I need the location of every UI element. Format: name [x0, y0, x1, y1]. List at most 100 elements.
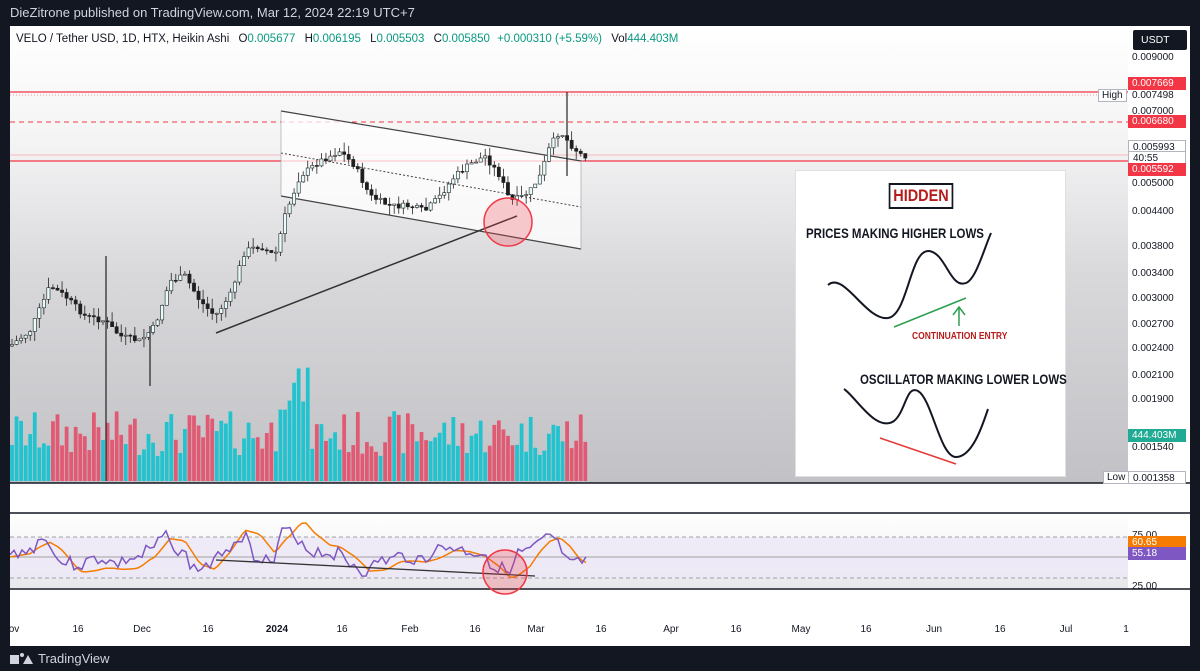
candle-body	[405, 202, 410, 208]
close-value: 0.005850	[441, 33, 490, 45]
time-label: Jul	[1059, 624, 1073, 635]
candle-body	[292, 192, 297, 205]
price-tick-label: 0.009000	[1132, 52, 1174, 63]
volume-bar	[128, 424, 133, 481]
price-label-lower-red: 0.005592	[1128, 163, 1186, 176]
price-highlight-circle	[483, 197, 533, 247]
price-tick-label: 0.003800	[1132, 241, 1174, 252]
volume-bar	[519, 423, 524, 481]
candle-body	[346, 154, 351, 160]
rsi-ma-label: 60.65	[1128, 536, 1186, 549]
time-label: 16	[72, 624, 84, 635]
volume-bar	[14, 416, 19, 481]
volume-bar	[528, 416, 533, 481]
diagram-bottom-text: OSCILLATOR MAKING LOWER LOWS	[860, 371, 1067, 387]
candle-body	[460, 171, 465, 173]
candle-body	[533, 183, 538, 189]
volume-bar	[173, 439, 178, 481]
volume-bar	[110, 439, 114, 481]
candle-body	[342, 151, 347, 155]
volume-bar	[292, 382, 296, 481]
volume-bar	[496, 420, 501, 481]
volume-bar	[428, 441, 433, 481]
candle-body	[492, 164, 497, 168]
candle-body	[23, 334, 28, 339]
hidden-divergence-diagram: HIDDEN PRICES MAKING HIGHER LOWS CONTINU…	[795, 170, 1067, 477]
channel-top	[280, 110, 582, 162]
volume-bar	[578, 414, 583, 481]
volume-bar	[565, 421, 569, 481]
candle-body	[223, 301, 228, 309]
volume-bar	[260, 448, 265, 481]
open-label: O	[238, 33, 248, 45]
volume-bar	[19, 420, 23, 481]
candle-body	[205, 303, 210, 309]
candle-body	[110, 321, 115, 328]
currency-button[interactable]: USDT	[1133, 30, 1187, 50]
pane-gap	[10, 483, 1128, 513]
change-value: +0.000310 (+5.59%)	[497, 33, 602, 45]
volume-bar	[46, 445, 51, 481]
candle-body	[451, 178, 456, 185]
candle-body	[483, 155, 488, 159]
price-label-upper-red: 0.007669	[1128, 77, 1186, 90]
candle-body	[319, 158, 324, 167]
candle-body	[537, 174, 542, 185]
volume-bar	[574, 440, 579, 481]
volume-bar	[264, 433, 269, 481]
volume-bar	[401, 453, 406, 481]
time-label: Apr	[663, 624, 679, 635]
candle-body	[264, 249, 269, 252]
time-label: May	[791, 624, 811, 635]
diagram-title: HIDDEN	[888, 183, 954, 209]
time-label: ov	[8, 624, 20, 635]
volume-bar	[78, 433, 83, 481]
price-curve	[827, 232, 992, 320]
volume-bar	[201, 437, 205, 481]
price-tick-label: 0.002700	[1132, 319, 1174, 330]
candle-body	[255, 246, 260, 250]
volume-bar	[569, 448, 574, 481]
candle-body	[551, 137, 556, 149]
candle-body	[487, 155, 492, 166]
candle-body	[519, 195, 524, 197]
high-tag: High	[1098, 89, 1127, 102]
volume-bar	[132, 418, 137, 481]
volume-bar	[433, 437, 438, 481]
volume-bar	[214, 431, 219, 481]
candle-body	[92, 315, 96, 318]
candle-body	[528, 187, 533, 195]
volume-bar	[551, 424, 556, 481]
candle-body	[428, 202, 433, 211]
volume-bar	[137, 455, 142, 481]
volume-bar	[246, 422, 251, 481]
candle-body	[556, 136, 560, 139]
volume-bar	[355, 412, 360, 481]
time-axis[interactable]: ov 16 Dec 16 2024 16 Feb 16 Mar 16 Apr 1…	[8, 620, 1130, 640]
time-label: Feb	[401, 624, 419, 635]
candle-body	[269, 250, 274, 253]
candle-body	[296, 181, 301, 194]
candle-body	[160, 304, 165, 321]
diagram-top-text: PRICES MAKING HIGHER LOWS	[806, 225, 984, 241]
time-label: 16	[336, 624, 348, 635]
candle-body	[478, 157, 483, 163]
volume-bar	[537, 454, 542, 481]
volume-bar	[392, 411, 397, 481]
volume-bar	[283, 409, 287, 481]
candle-body	[219, 308, 224, 314]
support-trendline	[215, 215, 518, 334]
volume-bar	[28, 434, 33, 481]
volume-bar	[69, 451, 74, 481]
candle-body	[465, 163, 469, 173]
candle-body	[542, 161, 547, 176]
candle-body	[569, 139, 574, 149]
candle-body	[164, 290, 169, 306]
volume-bar	[228, 411, 233, 481]
volume-bar	[487, 445, 492, 481]
volume-bar	[465, 452, 469, 481]
candle-body	[301, 175, 306, 183]
candle-body	[132, 335, 137, 341]
candle-body	[328, 155, 333, 162]
volume-bar	[223, 423, 228, 481]
